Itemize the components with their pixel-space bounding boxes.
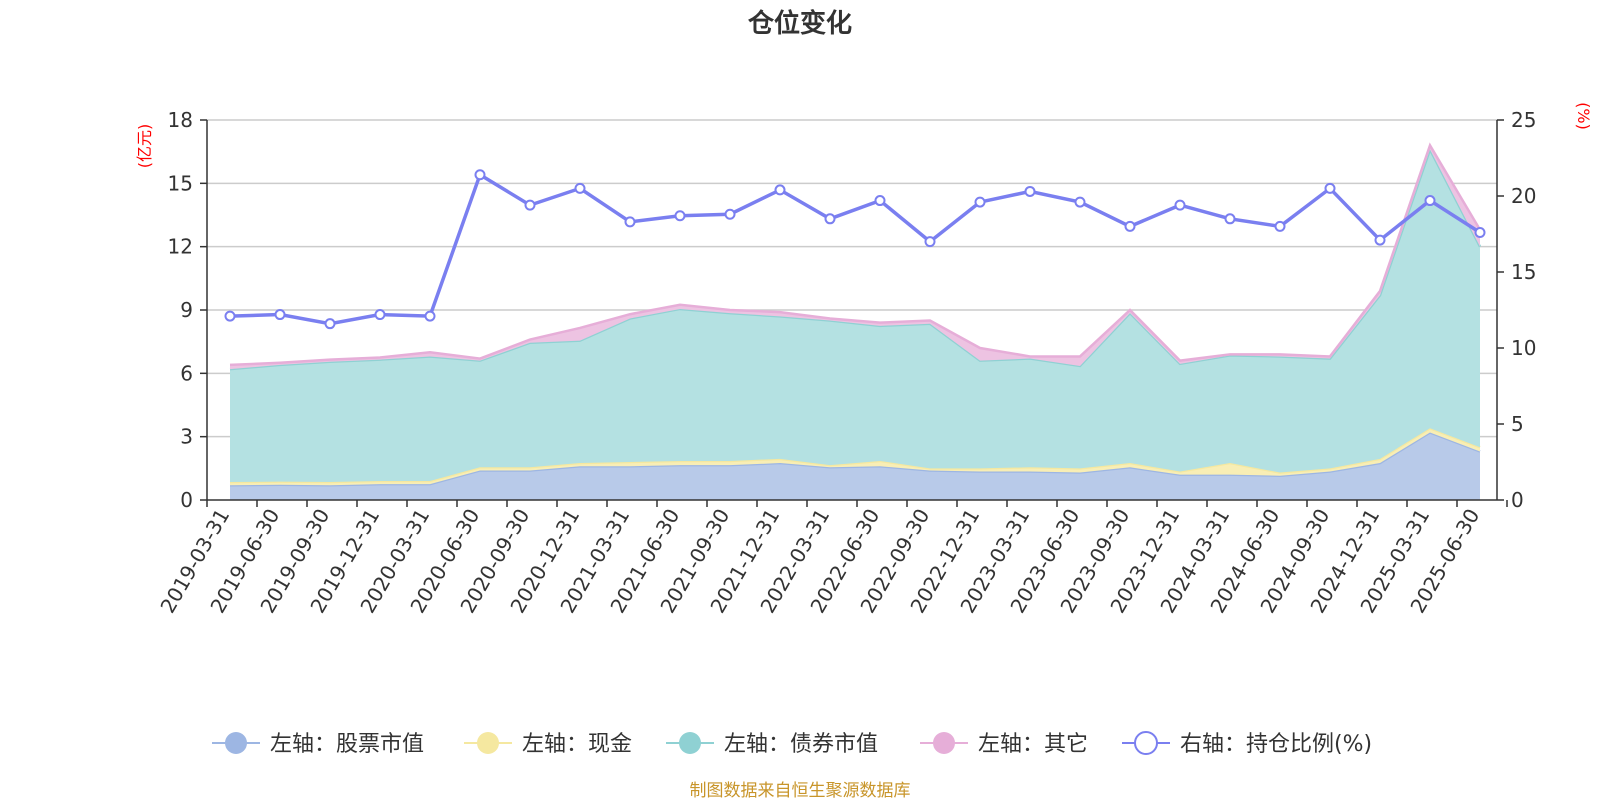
legend-label: 左轴：债券市值: [724, 732, 878, 757]
holding-ratio-point: [274, 309, 286, 321]
stacked-areas: [229, 142, 1482, 500]
left-tick-label: 12: [168, 235, 193, 259]
left-axis-unit: (亿元): [135, 124, 154, 169]
legend-label: 左轴：其它: [978, 732, 1088, 757]
legend-swatch-marker: [225, 732, 247, 754]
holding-ratio-point: [574, 182, 586, 194]
holding-ratio-point: [1474, 226, 1486, 238]
legend-label: 左轴：股票市值: [270, 732, 424, 757]
left-tick-label: 3: [180, 425, 193, 449]
holding-ratio-point: [1424, 195, 1436, 207]
holding-ratio-point: [1324, 182, 1336, 194]
holding-ratio-point: [224, 310, 236, 322]
x-axis-ticks: 2019-03-312019-06-302019-09-302019-12-31…: [155, 500, 1508, 617]
area-line-series-4: [229, 142, 1482, 367]
holding-ratio-point: [324, 318, 336, 330]
holding-ratio-point: [474, 169, 486, 181]
holding-ratio-line: [224, 169, 1486, 330]
area-series-1: [230, 432, 1480, 500]
area-series-3: [230, 149, 1480, 483]
holding-ratio-point: [1124, 220, 1136, 232]
chart-title: 仓位变化: [747, 8, 852, 39]
right-axis-ticks: 0 5 10 15 20 25: [1497, 108, 1536, 512]
holding-ratio-point: [1224, 213, 1236, 225]
holding-ratio-point: [374, 309, 386, 321]
holding-ratio-point: [724, 208, 736, 220]
left-axis-ticks: 0 3 6 9 12 15 18: [168, 108, 207, 512]
left-tick-label: 6: [180, 361, 193, 385]
right-tick-label: 15: [1511, 260, 1536, 284]
holding-ratio-point: [774, 184, 786, 196]
legend-item-1: 左轴：股票市值: [212, 732, 424, 757]
legend-swatch-marker: [679, 732, 701, 754]
holding-ratio-polyline: [229, 172, 1481, 326]
legend-item-3: 左轴：债券市值: [666, 732, 878, 757]
holding-ratio-point: [424, 310, 436, 322]
holding-ratio-point: [624, 216, 636, 228]
holding-ratio-point: [874, 195, 886, 207]
right-tick-label: 5: [1511, 412, 1524, 436]
holding-ratio-point: [924, 236, 936, 248]
right-tick-label: 20: [1511, 184, 1536, 208]
right-tick-label: 10: [1511, 336, 1536, 360]
legend-swatch-marker: [1134, 731, 1158, 755]
area-series-2: [230, 428, 1480, 486]
left-tick-label: 15: [168, 171, 193, 195]
holding-ratio-point: [524, 199, 536, 211]
legend-item-4: 左轴：其它: [920, 732, 1088, 757]
holding-ratio-point: [974, 196, 986, 208]
source-note: 制图数据来自恒生聚源数据库: [690, 781, 911, 800]
legend-item-5: 右轴：持仓比例(%): [1122, 731, 1372, 757]
legend-swatch-marker: [477, 732, 499, 754]
holding-ratio-point: [1074, 196, 1086, 208]
holding-ratio-point: [1174, 199, 1186, 211]
right-tick-label: 25: [1511, 108, 1536, 132]
holding-ratio-point: [1274, 220, 1286, 232]
legend-label: 右轴：持仓比例(%): [1180, 732, 1372, 757]
right-tick-label: 0: [1511, 488, 1524, 512]
holding-ratio-point: [674, 210, 686, 222]
legend: 左轴：股票市值 左轴：现金 左轴：债券市值 左轴：其它 右轴：持仓比例(%): [212, 731, 1372, 757]
holding-ratio-point: [824, 213, 836, 225]
left-tick-label: 0: [180, 488, 193, 512]
right-axis-unit: (%): [1574, 102, 1593, 130]
holding-ratio-point: [1024, 185, 1036, 197]
holding-ratio-point: [1374, 234, 1386, 246]
left-tick-label: 9: [180, 298, 193, 322]
left-tick-label: 18: [168, 108, 193, 132]
legend-label: 左轴：现金: [522, 732, 632, 757]
legend-swatch-marker: [933, 732, 955, 754]
legend-item-2: 左轴：现金: [464, 732, 632, 757]
